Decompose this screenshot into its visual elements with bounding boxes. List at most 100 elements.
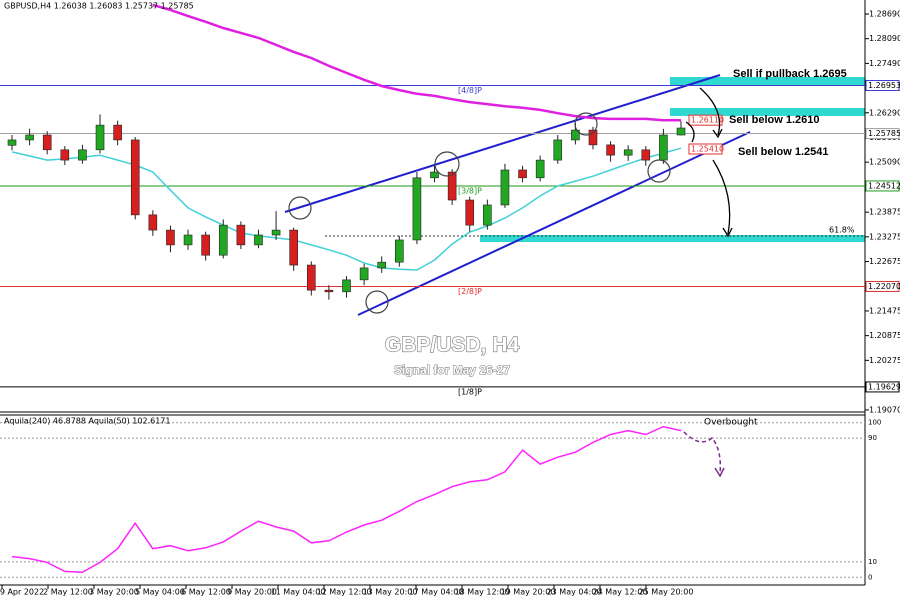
candle-body [289,229,298,266]
candle-body [676,127,686,136]
candle-body [42,134,52,151]
level-label-box [865,79,900,91]
header: GBPUSD,H4 1.26038 1.26083 1.25737 1.2578… [4,2,194,11]
level-label: 1.24512 [868,181,900,190]
arrow-head [714,467,725,478]
x-tick-label: 18 May 12:00 [455,588,510,597]
plot: 1.286901.280901.274901.268901.262901.256… [0,3,900,597]
level-label-box [865,128,900,140]
level-note: [3/8]P [458,186,482,195]
y-tick-label: 1.20875 [869,331,900,340]
candle-body [148,214,158,231]
candle-body [271,229,281,236]
overlay: GBPUSD,H4 1.26038 1.26083 1.25737 1.2578… [4,2,855,478]
arrow [685,121,695,143]
osc-tick-label: 10 [868,558,877,566]
x-tick-label: 17 May 04:00 [409,588,464,597]
osc-header: Aquila(240) 46.8788 Aquila(50) 102.6171 [4,417,170,426]
level-label: 1.19629 [868,382,900,391]
layout [0,0,866,586]
circle-marker [434,151,460,177]
candle-body [447,171,457,201]
osc-tick-label: 90 [868,434,877,442]
candle-body [606,144,615,156]
candle-body [588,129,598,146]
x-tick-label: 6 May 12:00 [181,588,231,597]
candle-body [218,224,228,256]
arrow [683,431,722,475]
candle-body [659,134,668,161]
candle-body [500,169,510,206]
osc-note: Overbought [704,418,758,428]
candle-body [201,234,210,256]
y-tick-label: 1.28090 [869,34,900,43]
candle-body [78,149,87,161]
candle-body [306,264,316,291]
candle-body [7,139,17,146]
candle-body [571,129,580,141]
candle-body [60,149,70,161]
candle-body [130,139,140,216]
channel-line [284,74,721,213]
osc-tick-label: 0 [868,573,872,581]
candle-body [254,234,263,246]
candle-body [641,149,651,161]
candle-body [25,134,34,141]
x-tick-label: 12 May 12:00 [317,588,372,597]
oscillator-line [11,425,682,574]
arrow-head [712,128,723,139]
level-label: 1.25410 [691,144,724,153]
x-tick-label: 3 May 20:00 [89,588,139,597]
candle-body [113,124,122,141]
moving-average [152,3,681,122]
y-tick-label: 1.25090 [869,158,900,167]
candle-body [95,124,105,151]
x-tick-label: 9 Apr 2022 [0,588,44,597]
y-tick-label: 1.23875 [869,208,900,217]
y-tick-label: 1.23275 [869,232,900,241]
channel-line [357,131,751,316]
candle-body [377,261,387,269]
candle-body [359,267,369,281]
annotation: Sell if pullback 1.2695 [733,68,847,80]
candle-body [483,204,492,226]
y-tick-label: 1.20275 [869,356,900,365]
chart-subtitle: Signal for May 26-27 [394,363,510,377]
y-tick-label: 1.28690 [869,9,900,18]
candle-body [623,149,633,156]
candle-body [412,177,422,241]
candle-body [553,139,563,161]
level-label: 1.26953 [868,81,900,90]
y-tick-label: 1.27490 [869,59,900,68]
level-label: 1.26110 [691,116,724,125]
x-tick-label: 25 May 20:00 [639,588,694,597]
x-tick-label: 5 May 04:00 [135,588,185,597]
x-tick-label: 23 May 04:00 [547,588,602,597]
level-label-box [865,180,900,192]
y-tick-label: 1.21475 [869,306,900,315]
level-note: [2/8]P [458,287,482,296]
candle-body [430,171,439,179]
level-label: 1.22070 [868,282,900,291]
x-tick-label: 11 May 04:00 [271,588,326,597]
annotation: 61.8% [829,226,855,235]
osc-tick-label: 100 [868,419,881,427]
annotation: Sell below 1.2610 [729,114,820,126]
chart-title: GBP/USD, H4 [385,334,520,357]
annotation: Sell below 1.2541 [738,146,829,158]
candle-body [236,224,246,246]
y-tick-label: 1.22675 [869,257,900,266]
level-note: [4/8]P [458,86,482,95]
zone [670,77,865,85]
candle-body [395,239,404,263]
circle-marker [574,112,598,136]
candle-body [465,199,475,226]
candle-body [324,289,334,293]
arrow [712,159,731,235]
candle-body [183,234,193,246]
y-tick-label: 1.19070 [869,405,900,414]
arrow-head [722,227,733,238]
level-label-box [865,280,900,292]
